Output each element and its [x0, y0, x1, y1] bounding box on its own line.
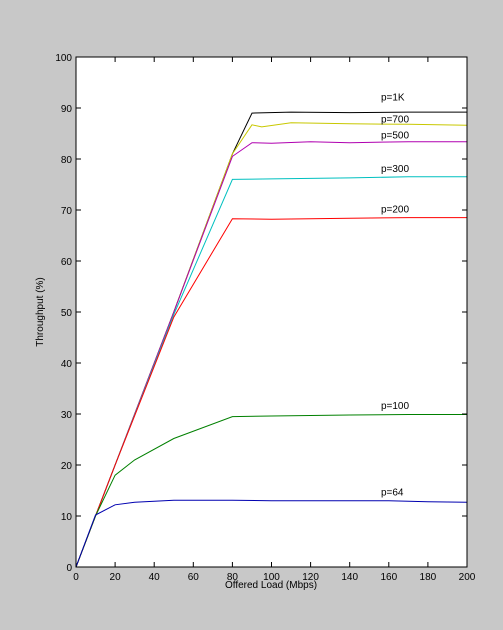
series-label: p=64 [381, 488, 404, 499]
series-line-p-100 [75, 414, 467, 568]
x-tick-label: 40 [149, 572, 161, 583]
series-label: p=500 [381, 131, 410, 142]
annotations-layer: p=1K p=700 p=500 p=300 p=200 p=100 p=64 [381, 92, 410, 498]
x-tick-label: 0 [73, 572, 79, 583]
series-label: p=700 [381, 114, 410, 125]
x-tick-label: 80 [227, 572, 239, 583]
x-tick-label: 120 [302, 572, 319, 583]
series-label: p=1K [381, 92, 405, 103]
y-tick-label: 40 [61, 359, 73, 370]
x-tick-label: 100 [263, 572, 280, 583]
x-tick-label: 200 [459, 572, 476, 583]
y-tick-label: 70 [61, 206, 73, 217]
x-tick-label: 20 [110, 572, 122, 583]
y-tick-label: 0 [66, 563, 72, 574]
x-tick-label: 180 [420, 572, 437, 583]
series-line-p-64 [75, 499, 468, 568]
y-tick-label: 100 [55, 53, 72, 64]
y-tick-label: 50 [61, 308, 73, 319]
series-layer [75, 111, 468, 568]
y-axis-label: Throughput (%) [35, 277, 46, 346]
series-line-p-200 [75, 217, 467, 568]
y-tick-label: 10 [61, 512, 73, 523]
series-label: p=200 [381, 205, 410, 216]
x-tick-label: 140 [341, 572, 358, 583]
x-tick-label: 160 [380, 572, 397, 583]
y-tick-label: 20 [61, 461, 73, 472]
ticks-layer: 0 20 40 60 80 100 120 140 160 180 200 0 10 20 30 40 50 60… [55, 53, 475, 583]
x-axis-label: Offered Load (Mbps) [225, 580, 317, 591]
y-tick-label: 80 [61, 155, 73, 166]
series-label: p=100 [381, 401, 410, 412]
series-label: p=300 [381, 164, 410, 175]
x-tick-label: 60 [188, 572, 200, 583]
y-tick-label: 90 [61, 104, 73, 115]
y-tick-label: 60 [61, 257, 73, 268]
y-tick-label: 30 [61, 410, 73, 421]
